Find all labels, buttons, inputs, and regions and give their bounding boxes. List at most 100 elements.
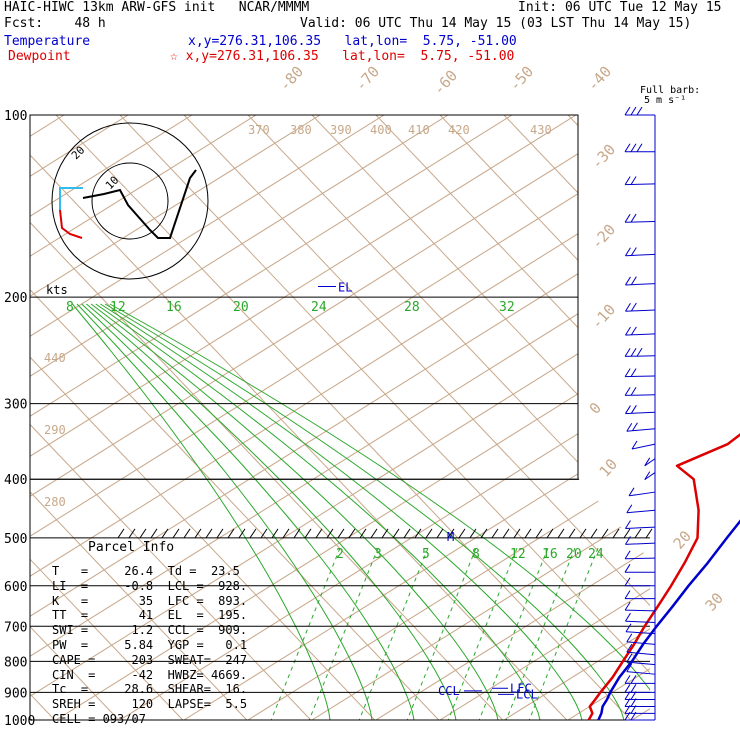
isotherm-label: -50 xyxy=(506,62,538,94)
barb-shaft xyxy=(626,671,656,675)
parcel-info-row: CELL = 093/07 xyxy=(52,712,146,726)
wind-barb xyxy=(624,577,655,587)
parcel-info-row: T = 26.4 Td = 23.5 xyxy=(52,564,240,578)
barb-shaft xyxy=(626,509,656,514)
theta-label: 280 xyxy=(44,495,66,509)
wind-barb xyxy=(631,440,656,450)
barb-flag xyxy=(636,106,643,116)
barb-flag xyxy=(624,698,631,707)
wind-barb xyxy=(625,405,656,415)
barb-shaft xyxy=(625,309,656,312)
mixing-ratio-line xyxy=(308,547,379,720)
barb-flag xyxy=(630,348,637,357)
wind-barb xyxy=(624,368,656,378)
model-title: HAIC-HIWC 13km ARW-GFS init NCAR/MMMM xyxy=(4,0,310,15)
barb-flag xyxy=(624,577,631,587)
mixed-level-marker: M xyxy=(447,530,454,544)
hatch-mark xyxy=(249,528,257,539)
hatch-mark xyxy=(469,528,477,539)
barb-shaft xyxy=(626,641,656,645)
hatch-mark xyxy=(150,528,158,539)
hatch-mark xyxy=(612,528,620,539)
barb-flag xyxy=(624,368,631,377)
wind-barb xyxy=(626,633,656,645)
barb-flag xyxy=(630,405,637,414)
hatch-mark xyxy=(634,528,642,539)
dewpoint-location: ☆ x,y=276.31,106.35 lat,lon= 5.75, -51.0… xyxy=(170,49,515,64)
pressure-label-500: 500 xyxy=(4,532,27,547)
barb-flag xyxy=(624,684,631,693)
dry-adiabat-line xyxy=(375,115,650,720)
hatch-mark xyxy=(293,528,301,539)
mixing-ratio-line xyxy=(270,547,341,720)
barb-flag xyxy=(624,711,631,721)
barb-shaft xyxy=(625,253,656,257)
parcel-info-title: Parcel Info xyxy=(88,540,175,555)
mixing-ratio-label: 3 xyxy=(374,547,382,562)
isotherm-label: -10 xyxy=(588,300,620,332)
hatch-mark xyxy=(271,528,279,539)
hodograph-low-segment xyxy=(59,209,83,239)
lfc-label: LFC xyxy=(510,681,532,695)
barb-flag xyxy=(624,691,631,700)
moist-adiabat-line xyxy=(90,303,499,720)
wind-barb xyxy=(625,326,656,336)
barb-flag xyxy=(630,368,637,377)
moist-adiabat-label: 28 xyxy=(404,300,420,315)
barb-flag xyxy=(624,176,631,185)
barb-shaft xyxy=(626,428,656,432)
pressure-label-400: 400 xyxy=(4,473,27,488)
moist-adiabat-label: 12 xyxy=(110,300,126,315)
barb-shaft xyxy=(631,443,656,450)
barb-flag xyxy=(626,504,633,514)
hatch-mark xyxy=(436,528,444,539)
isotherm-label: 0 xyxy=(586,399,605,418)
barb-shaft xyxy=(625,283,656,286)
parcel-info-row: Tc = 28.6 SHEAR= 16. xyxy=(52,682,248,697)
isotherm-line xyxy=(30,115,641,720)
hatch-mark xyxy=(172,528,180,539)
theta-label: 370 xyxy=(248,123,270,137)
hatch-mark xyxy=(601,528,609,539)
isotherm-line xyxy=(30,115,650,720)
pressure-label-800: 800 xyxy=(4,655,27,670)
hatch-mark xyxy=(326,528,334,539)
wind-barb xyxy=(625,612,656,624)
wind-barb xyxy=(626,643,656,656)
hatch-mark xyxy=(282,528,290,539)
hatch-mark xyxy=(370,528,378,539)
wind-barb xyxy=(628,487,656,497)
dry-adiabat-line xyxy=(30,115,248,720)
wind-barbs xyxy=(624,106,656,721)
barb-flag xyxy=(630,705,637,714)
isotherm-line xyxy=(631,115,650,720)
wind-barb xyxy=(624,347,656,357)
mixing-ratio-label: 16 xyxy=(542,547,558,562)
barb-flag xyxy=(624,601,631,611)
barb-flag xyxy=(625,276,631,286)
dry-adiabat-line xyxy=(30,115,184,720)
theta-label: 420 xyxy=(448,123,470,137)
theta-label: 410 xyxy=(408,123,430,137)
isotherm-line xyxy=(375,115,650,720)
wind-barb xyxy=(625,276,656,286)
barb-flag xyxy=(630,302,637,312)
hatch-mark xyxy=(502,528,510,539)
hatch-mark xyxy=(216,528,224,539)
hatch-mark xyxy=(238,528,246,539)
theta-label: 390 xyxy=(330,123,352,137)
barb-flag xyxy=(630,691,637,700)
moist-adiabat-label: 16 xyxy=(166,300,182,315)
dry-adiabats xyxy=(30,115,650,720)
isotherm-line xyxy=(30,115,650,720)
barb-flag xyxy=(624,675,631,684)
hatch-mark xyxy=(117,528,125,539)
barb-flag xyxy=(626,633,633,643)
isotherm-line xyxy=(30,115,650,720)
barb-shaft xyxy=(625,375,656,378)
isobars xyxy=(29,114,653,721)
dry-adiabat-line xyxy=(119,115,650,720)
hatch-mark xyxy=(513,528,521,539)
el-label: EL xyxy=(338,280,352,294)
